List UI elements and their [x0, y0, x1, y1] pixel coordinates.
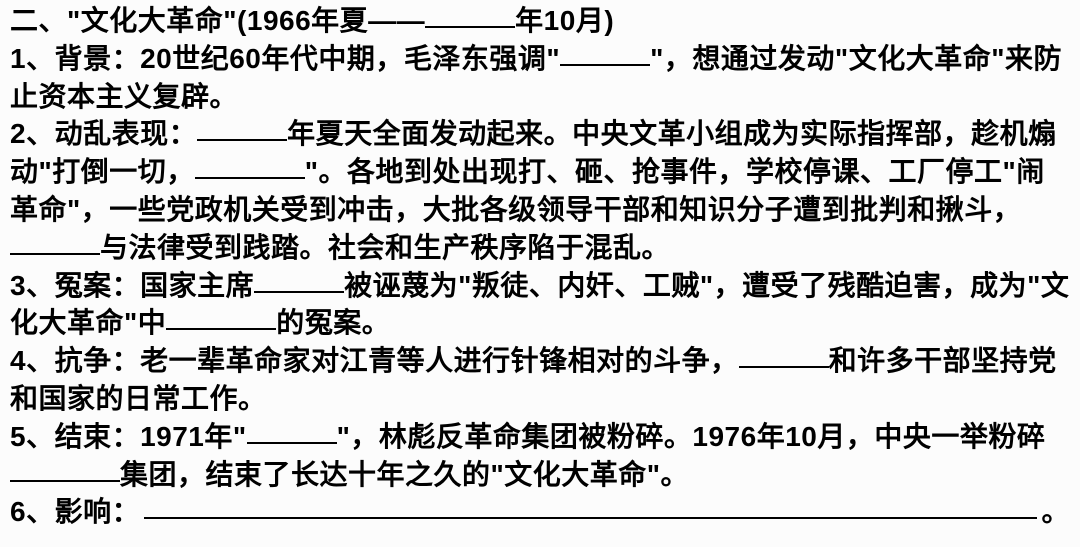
blank-p5-2[interactable]	[10, 454, 120, 482]
blank-p2-1[interactable]	[197, 113, 287, 141]
blank-p2-3[interactable]	[10, 227, 100, 255]
p2-text-a: 2、动乱表现：	[10, 118, 197, 149]
title-suffix: 年10月)	[515, 5, 614, 36]
p5-text-a: 5、结束：1971年"	[10, 421, 247, 452]
blank-p3-2[interactable]	[166, 302, 276, 330]
paragraph-3: 3、冤案：国家主席被诬蔑为"叛徒、内奸、工贼"，遭受了残酷迫害，成为"文化大革命…	[10, 267, 1070, 343]
p3-text-a: 3、冤案：国家主席	[10, 270, 254, 301]
paragraph-2: 2、动乱表现：年夏天全面发动起来。中央文革小组成为实际指挥部，趁机煽动"打倒一切…	[10, 115, 1070, 266]
p1-text-a: 1、背景：20世纪60年代中期，毛泽东强调"	[10, 43, 560, 74]
p4-text-a: 4、抗争：老一辈革命家对江青等人进行针锋相对的斗争，	[10, 345, 739, 376]
p5-text-b: "，林彪反革命集团被粉碎。1976年10月，中央一举粉碎	[337, 421, 1046, 452]
p2-text-d: 与法律受到践踏。社会和生产秩序陷于混乱。	[100, 232, 670, 263]
blank-p1[interactable]	[560, 38, 650, 66]
paragraph-1: 1、背景：20世纪60年代中期，毛泽东强调""，想通过发动"文化大革命"来防止资…	[10, 40, 1070, 116]
blank-p4[interactable]	[739, 340, 829, 368]
blank-p3-1[interactable]	[254, 265, 344, 293]
p6-text-a: 6、影响：	[10, 493, 140, 531]
section-title: 二、"文化大革命"(1966年夏—— 年10月)	[10, 2, 1070, 40]
blank-p6[interactable]	[144, 491, 1037, 519]
blank-p5-1[interactable]	[247, 416, 337, 444]
p5-text-c: 集团，结束了长达十年之久的"文化大革命"。	[120, 459, 689, 490]
blank-title-year[interactable]	[425, 0, 515, 28]
title-prefix: 二、"文化大革命"(1966年夏——	[10, 5, 425, 36]
paragraph-5: 5、结束：1971年" "，林彪反革命集团被粉碎。1976年10月，中央一举粉碎集…	[10, 418, 1070, 494]
blank-p2-2[interactable]	[195, 151, 305, 179]
p6-text-b: 。	[1041, 493, 1070, 531]
p3-text-c: 的冤案。	[276, 307, 390, 338]
document-body: 二、"文化大革命"(1966年夏—— 年10月) 1、背景：20世纪60年代中期，…	[10, 2, 1070, 531]
paragraph-4: 4、抗争：老一辈革命家对江青等人进行针锋相对的斗争，和许多干部坚持党和国家的日常…	[10, 342, 1070, 418]
paragraph-6: 6、影响： 。	[10, 493, 1070, 531]
